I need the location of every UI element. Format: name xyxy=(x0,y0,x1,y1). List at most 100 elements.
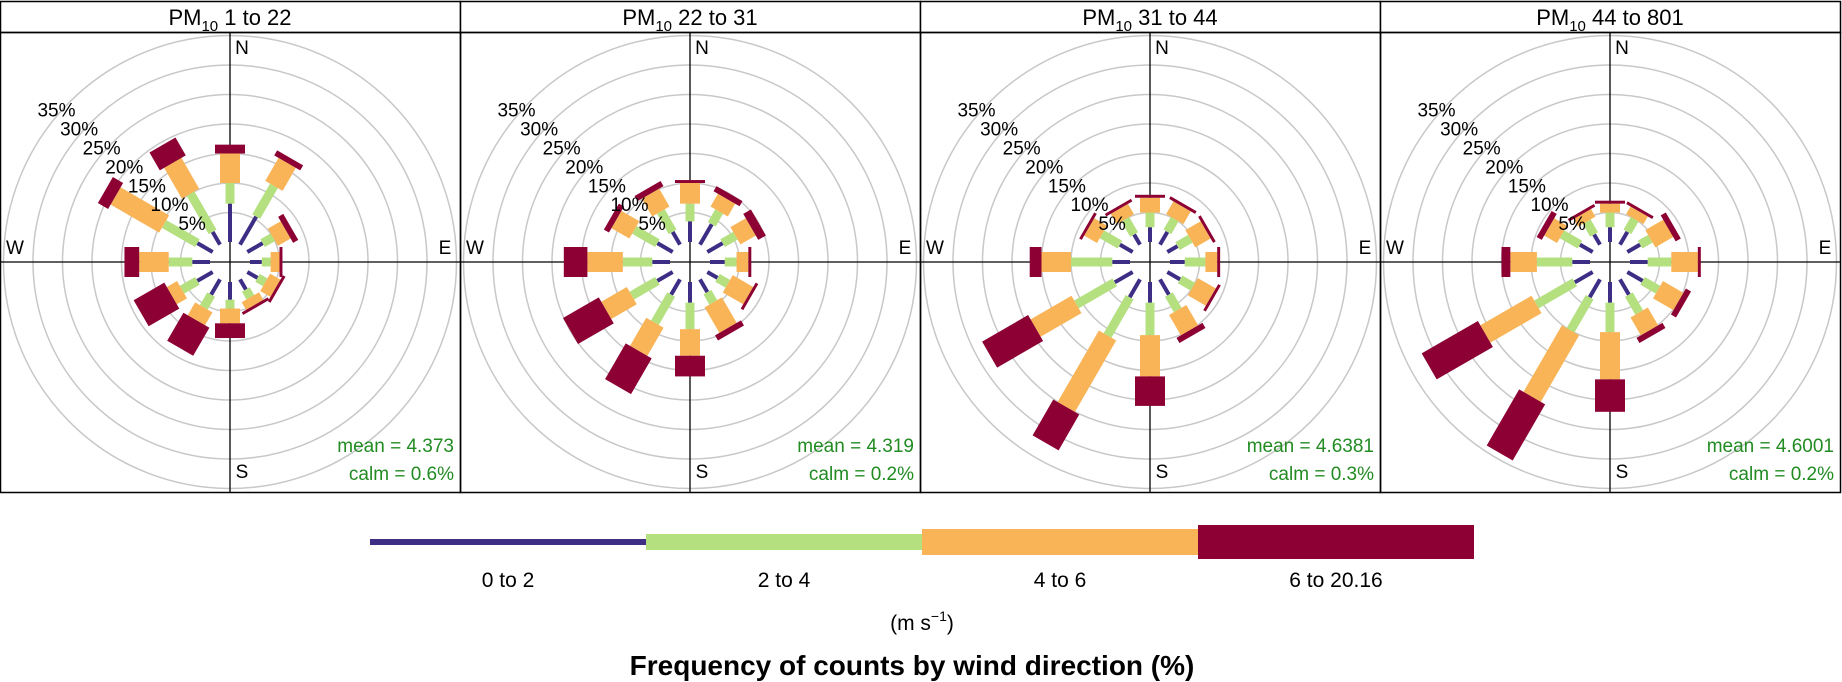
wedge-d120-b1 xyxy=(706,270,719,280)
wedge-d60-b4 xyxy=(1660,212,1681,242)
wedge-d60-b3 xyxy=(1645,219,1674,248)
wedge-d330-b1 xyxy=(670,230,682,246)
wedge-d330-b3 xyxy=(641,188,670,217)
ring-label: 25% xyxy=(1463,138,1501,159)
ring-label: 5% xyxy=(1098,214,1126,235)
wedge-d240-b3 xyxy=(1480,295,1542,343)
key-label-3: 4 to 6 xyxy=(1034,569,1087,592)
panel-title: PM10 44 to 801 xyxy=(1536,5,1684,35)
wedge-d210-b2 xyxy=(1566,294,1594,333)
wedge-d0-b2 xyxy=(225,183,235,204)
wedge-d60-b2 xyxy=(1175,234,1193,250)
wedge-d90-b2 xyxy=(724,257,737,267)
wedge-d0-b1 xyxy=(1608,227,1612,242)
wedge-d90-b2 xyxy=(1647,257,1672,267)
wedge-d270-b4 xyxy=(563,247,588,277)
wedge-d240-b2 xyxy=(629,276,660,300)
wedge-d330-b4 xyxy=(634,180,664,202)
wedge-d180-b2 xyxy=(1605,302,1615,333)
wedge-d210-b3 xyxy=(630,317,664,356)
key-label-4: 6 to 20.16 xyxy=(1289,569,1382,592)
compass-n: N xyxy=(695,38,709,59)
panels: PM10 1 to 225%10%15%20%25%30%35%NSW Emean… xyxy=(0,0,1842,494)
wedge-d120-b1 xyxy=(1166,270,1182,282)
compass-s: S xyxy=(1156,462,1169,483)
wedge-d60-b3 xyxy=(730,218,756,245)
wedge-d300-b4 xyxy=(603,203,624,233)
mean-speed: mean = 4.6001 xyxy=(1707,436,1834,457)
wedge-d0-b1 xyxy=(688,221,692,242)
key-label-1: 0 to 2 xyxy=(482,569,535,592)
wedge-d210-b3 xyxy=(1523,325,1580,402)
panel-1: PM10 1 to 22 5%10%15%20%25%30%35% N S W Emean… xyxy=(0,0,462,494)
wedge-d210-b2 xyxy=(1103,294,1134,338)
wedge-d120-b4 xyxy=(1203,284,1221,312)
compass-w: W xyxy=(1386,238,1404,259)
wedge-d60-b2 xyxy=(260,233,276,248)
wedge-d60-b2 xyxy=(1637,234,1653,249)
wedge-d150-b3 xyxy=(704,297,737,333)
mean-speed: mean = 4.373 xyxy=(337,436,454,457)
wedge-d90-b3 xyxy=(1205,252,1218,272)
wedge-d330-b1 xyxy=(1592,233,1602,246)
wedge-d240-b1 xyxy=(196,270,214,283)
wedge-d90-b1 xyxy=(710,260,725,264)
ring-label: 20% xyxy=(565,157,603,178)
wedge-d0-b4 xyxy=(1595,200,1625,204)
calm-percent: calm = 0.2% xyxy=(1729,464,1834,485)
ring-label: 30% xyxy=(60,119,98,140)
wedge-d120-b2 xyxy=(1640,276,1661,294)
wedge-d300-b4 xyxy=(1079,212,1097,240)
calm-percent: calm = 0.3% xyxy=(1269,464,1374,485)
wedge-d270-b2 xyxy=(622,257,653,267)
ring-label: 5% xyxy=(638,214,666,235)
wedge-d0-b2 xyxy=(685,203,695,222)
wedge-d30-b2 xyxy=(1623,216,1639,235)
wedge-d180-b3 xyxy=(1140,335,1160,377)
wedge-d270-b1 xyxy=(1112,260,1131,264)
wedge-d0-b4 xyxy=(675,180,705,183)
wedge-d180-b4 xyxy=(675,355,705,377)
wedge-d0-b2 xyxy=(1605,212,1615,228)
wedge-d150-b4 xyxy=(715,320,744,341)
ring-label: 20% xyxy=(105,157,143,178)
wedge-d270-b3 xyxy=(587,252,623,272)
wedge-d90-b1 xyxy=(1170,260,1185,264)
wedge-d30-b2 xyxy=(707,209,724,227)
compass-s: S xyxy=(696,462,709,483)
wedge-d240-b3 xyxy=(166,281,188,305)
wedge-d30-b4 xyxy=(274,150,304,171)
compass-e: E xyxy=(1359,238,1372,259)
wedge-d180-b4 xyxy=(1135,376,1165,406)
wedge-d30-b3 xyxy=(265,157,296,191)
ring-label: 30% xyxy=(980,119,1018,140)
ring-label: 25% xyxy=(1003,138,1041,159)
wedge-d150-b3 xyxy=(1630,307,1659,336)
wedge-d300-b1 xyxy=(1578,242,1594,254)
wedge-d330-b2 xyxy=(656,209,677,235)
wedge-d210-b4 xyxy=(1486,389,1546,461)
wedge-d120-b3 xyxy=(260,273,281,297)
wedge-d240-b2 xyxy=(1074,278,1118,309)
wedge-d330-b3 xyxy=(164,157,200,199)
compass-s: S xyxy=(236,462,249,483)
wedge-d210-b2 xyxy=(199,292,216,310)
wedge-d300-b3 xyxy=(1084,218,1108,243)
wedge-d0-b3 xyxy=(1140,197,1160,213)
wedge-d300-b2 xyxy=(1099,230,1123,249)
calm-percent: calm = 0.6% xyxy=(349,464,454,485)
wedge-d270-b1 xyxy=(1572,260,1591,264)
wedge-d90-b3 xyxy=(736,252,749,272)
wedge-d210-b4 xyxy=(1032,399,1080,451)
wedge-d180-b2 xyxy=(1145,302,1155,336)
mean-speed: mean = 4.6381 xyxy=(1247,436,1374,457)
wedge-d210-b4 xyxy=(605,343,652,395)
wedge-d270-b3 xyxy=(139,252,169,272)
wedge-d240-b1 xyxy=(1113,270,1134,285)
wedge-d30-b3 xyxy=(1166,201,1191,225)
wedge-d0-b1 xyxy=(228,203,232,242)
wedge-d270-b2 xyxy=(1536,257,1573,267)
wedge-d150-b1 xyxy=(1618,278,1631,296)
wedge-d180-b3 xyxy=(680,329,700,356)
compass-w: W xyxy=(466,238,484,259)
